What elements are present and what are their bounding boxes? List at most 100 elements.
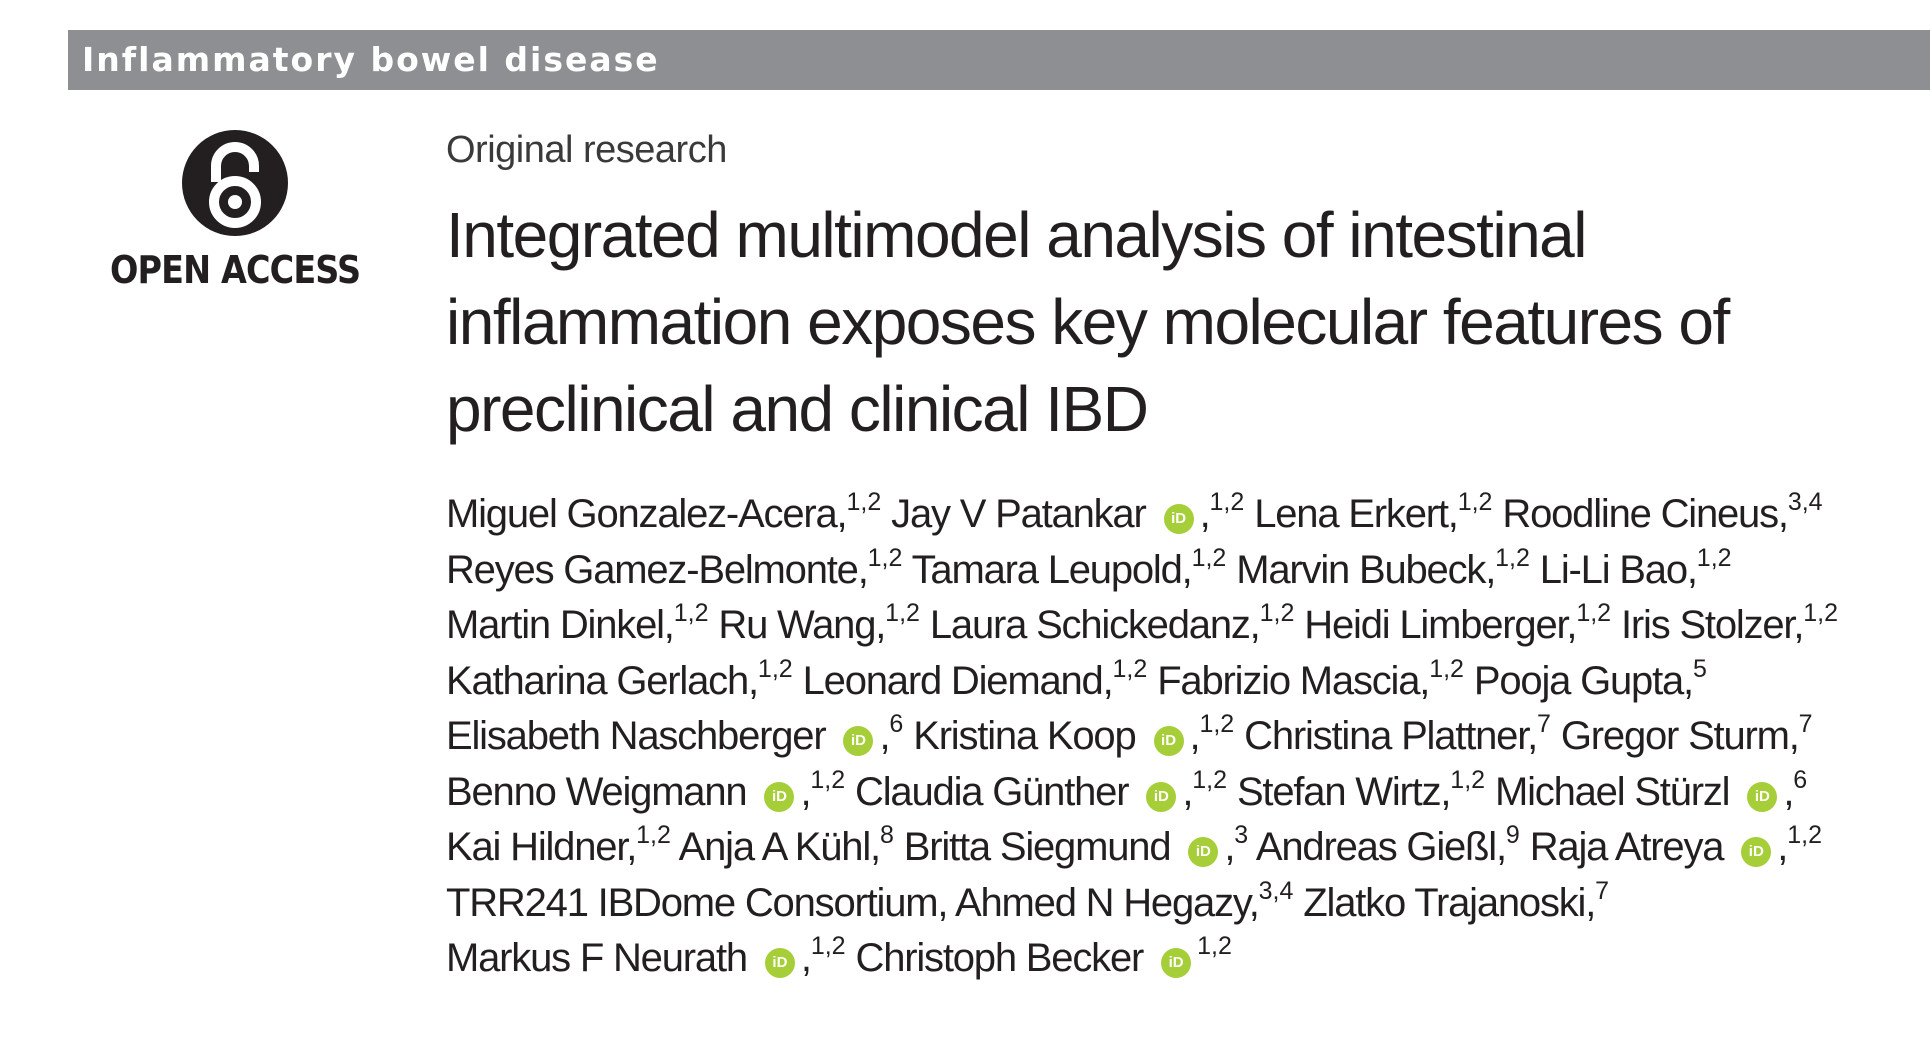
author-name: Miguel Gonzalez-Acera,	[446, 492, 848, 536]
orcid-icon[interactable]: iD	[1188, 837, 1219, 867]
affiliation-superscript: 5	[1692, 654, 1707, 683]
author-name: Jay V Patankar	[881, 492, 1147, 536]
affiliation-superscript: 1,2	[1199, 710, 1235, 738]
orcid-icon[interactable]: iD	[1153, 726, 1184, 756]
affiliation-superscript: 1,2	[636, 821, 671, 849]
author-name: ,	[1777, 825, 1788, 869]
orcid-icon[interactable]: iD	[1741, 837, 1772, 867]
author-name: Fabrizio Mascia,	[1147, 658, 1430, 703]
author-name: Claudia Günther	[845, 769, 1129, 814]
author-line: Katharina Gerlach,1,2 Leonard Diemand,1,…	[446, 654, 1906, 710]
author-name: ,	[1783, 769, 1794, 814]
author-line: Miguel Gonzalez-Acera,1,2 Jay V Patankar…	[446, 487, 1906, 543]
author-line: TRR241 IBDome Consortium, Ahmed N Hegazy…	[446, 876, 1906, 932]
affiliation-superscript: 3	[1234, 821, 1249, 849]
affiliation-superscript: 1,2	[1495, 543, 1530, 572]
author-name: Stefan Wirtz,	[1227, 769, 1452, 814]
author-name: ,	[800, 769, 811, 814]
author-name: Raja Atreya	[1519, 825, 1725, 869]
author-name: ,	[1199, 492, 1211, 536]
author-name: ,	[1224, 825, 1235, 869]
author-name: Christoph Becker	[845, 936, 1145, 980]
title-line: Integrated multimodel analysis of intest…	[446, 199, 1587, 271]
affiliation-superscript: 6	[1793, 765, 1808, 794]
author-name: Heidi Limberger,	[1294, 603, 1577, 647]
affiliation-superscript: 1,2	[757, 654, 793, 683]
author-name: TRR241 IBDome Consortium, Ahmed N Hegazy…	[446, 880, 1260, 925]
affiliation-superscript: 1,2	[1576, 599, 1612, 627]
affiliation-superscript: 1,2	[867, 543, 903, 572]
affiliation-superscript: 1,2	[1191, 543, 1227, 572]
author-name: Britta Siegmund	[893, 825, 1172, 869]
article-header: Original research Integrated multimodel …	[446, 122, 1906, 987]
affiliation-superscript: 1,2	[1112, 654, 1148, 683]
orcid-icon[interactable]: iD	[1747, 781, 1778, 812]
author-name: Leonard Diemand,	[792, 658, 1114, 703]
affiliation-superscript: 7	[1595, 876, 1610, 905]
article-title: Integrated multimodel analysis of intest…	[446, 192, 1906, 453]
author-name: Roodline Cineus,	[1492, 492, 1789, 536]
title-line: inflammation exposes key molecular featu…	[446, 286, 1730, 358]
affiliation-superscript: 1,2	[1209, 488, 1245, 516]
author-name: Marvin Bubeck,	[1226, 547, 1496, 592]
section-header-label: Inflammatory bowel disease	[82, 40, 660, 79]
article-type: Original research	[446, 129, 727, 171]
author-line: Kai Hildner,1,2 Anja A Kühl,8 Britta Sie…	[446, 820, 1906, 876]
author-line: Reyes Gamez-Belmonte,1,2 Tamara Leupold,…	[446, 543, 1906, 599]
author-name: Elisabeth Naschberger	[446, 714, 827, 758]
author-name: Michael Stürzl	[1485, 769, 1731, 814]
affiliation-superscript: 1,2	[1803, 599, 1839, 627]
orcid-icon[interactable]: iD	[764, 781, 795, 812]
open-access-lock-icon	[182, 130, 288, 236]
orcid-icon[interactable]: iD	[1163, 504, 1194, 534]
affiliation-superscript: 1,2	[810, 932, 846, 960]
affiliation-superscript: 3,4	[1787, 488, 1823, 516]
author-name: Ru Wang,	[708, 603, 886, 647]
author-name: Andreas Gießl,	[1248, 825, 1507, 869]
affiliation-superscript: 1,2	[1197, 932, 1232, 960]
author-name: Anja A Kühl,	[670, 825, 882, 869]
author-list: Miguel Gonzalez-Acera,1,2 Jay V Patankar…	[446, 487, 1906, 987]
affiliation-superscript: 1,2	[885, 599, 920, 627]
affiliation-superscript: 6	[889, 710, 904, 738]
affiliation-superscript: 1,2	[673, 599, 709, 627]
author-name: Gregor Sturm,	[1550, 714, 1800, 758]
title-line: preclinical and clinical IBD	[446, 373, 1149, 445]
author-name: Lena Erkert,	[1244, 492, 1459, 536]
author-name: ,	[800, 936, 812, 980]
author-line: Elisabeth Naschberger iD ,6 Kristina Koop i…	[446, 709, 1906, 765]
author-name: Tamara Leupold,	[902, 547, 1193, 592]
orcid-icon[interactable]: iD	[764, 948, 795, 978]
affiliation-superscript: 9	[1505, 821, 1520, 849]
author-name: Christina Plattner,	[1234, 714, 1538, 758]
orcid-icon[interactable]: iD	[1146, 781, 1177, 812]
author-name: Martin Dinkel,	[446, 603, 675, 647]
author-name: Li-Li Bao,	[1529, 547, 1698, 592]
author-name: Kristina Koop	[903, 714, 1137, 758]
author-name: ,	[879, 714, 890, 758]
author-name: Katharina Gerlach,	[446, 658, 759, 703]
author-name: Pooja Gupta,	[1463, 658, 1694, 703]
author-name: Markus F Neurath	[446, 936, 748, 980]
author-name: Iris Stolzer,	[1611, 603, 1804, 647]
author-name: Kai Hildner,	[446, 825, 637, 869]
affiliation-superscript: 1,2	[846, 488, 882, 516]
affiliation-superscript: 1,2	[1787, 821, 1822, 849]
author-name: Zlatko Trajanoski,	[1293, 880, 1596, 925]
affiliation-superscript: 7	[1798, 710, 1813, 738]
affiliation-superscript: 1,2	[1457, 488, 1493, 516]
affiliation-superscript: 1,2	[810, 765, 846, 794]
open-access-badge: OPEN ACCESS	[110, 128, 375, 292]
orcid-icon[interactable]: iD	[1161, 948, 1192, 978]
author-name: Laura Schickedanz,	[919, 603, 1261, 647]
affiliation-superscript: 1,2	[1259, 599, 1295, 627]
author-name: ,	[1189, 714, 1201, 758]
open-access-label: OPEN ACCESS	[110, 248, 361, 292]
affiliation-superscript: 1,2	[1429, 654, 1464, 683]
author-name: ,	[1182, 769, 1193, 814]
author-name: Benno Weigmann	[446, 769, 748, 814]
orcid-icon[interactable]: iD	[843, 726, 874, 756]
affiliation-superscript: 1,2	[1192, 765, 1228, 794]
author-line: Benno Weigmann iD ,1,2 Claudia Günther iD ,1…	[446, 765, 1906, 821]
author-line: Martin Dinkel,1,2 Ru Wang,1,2 Laura Schi…	[446, 598, 1906, 654]
